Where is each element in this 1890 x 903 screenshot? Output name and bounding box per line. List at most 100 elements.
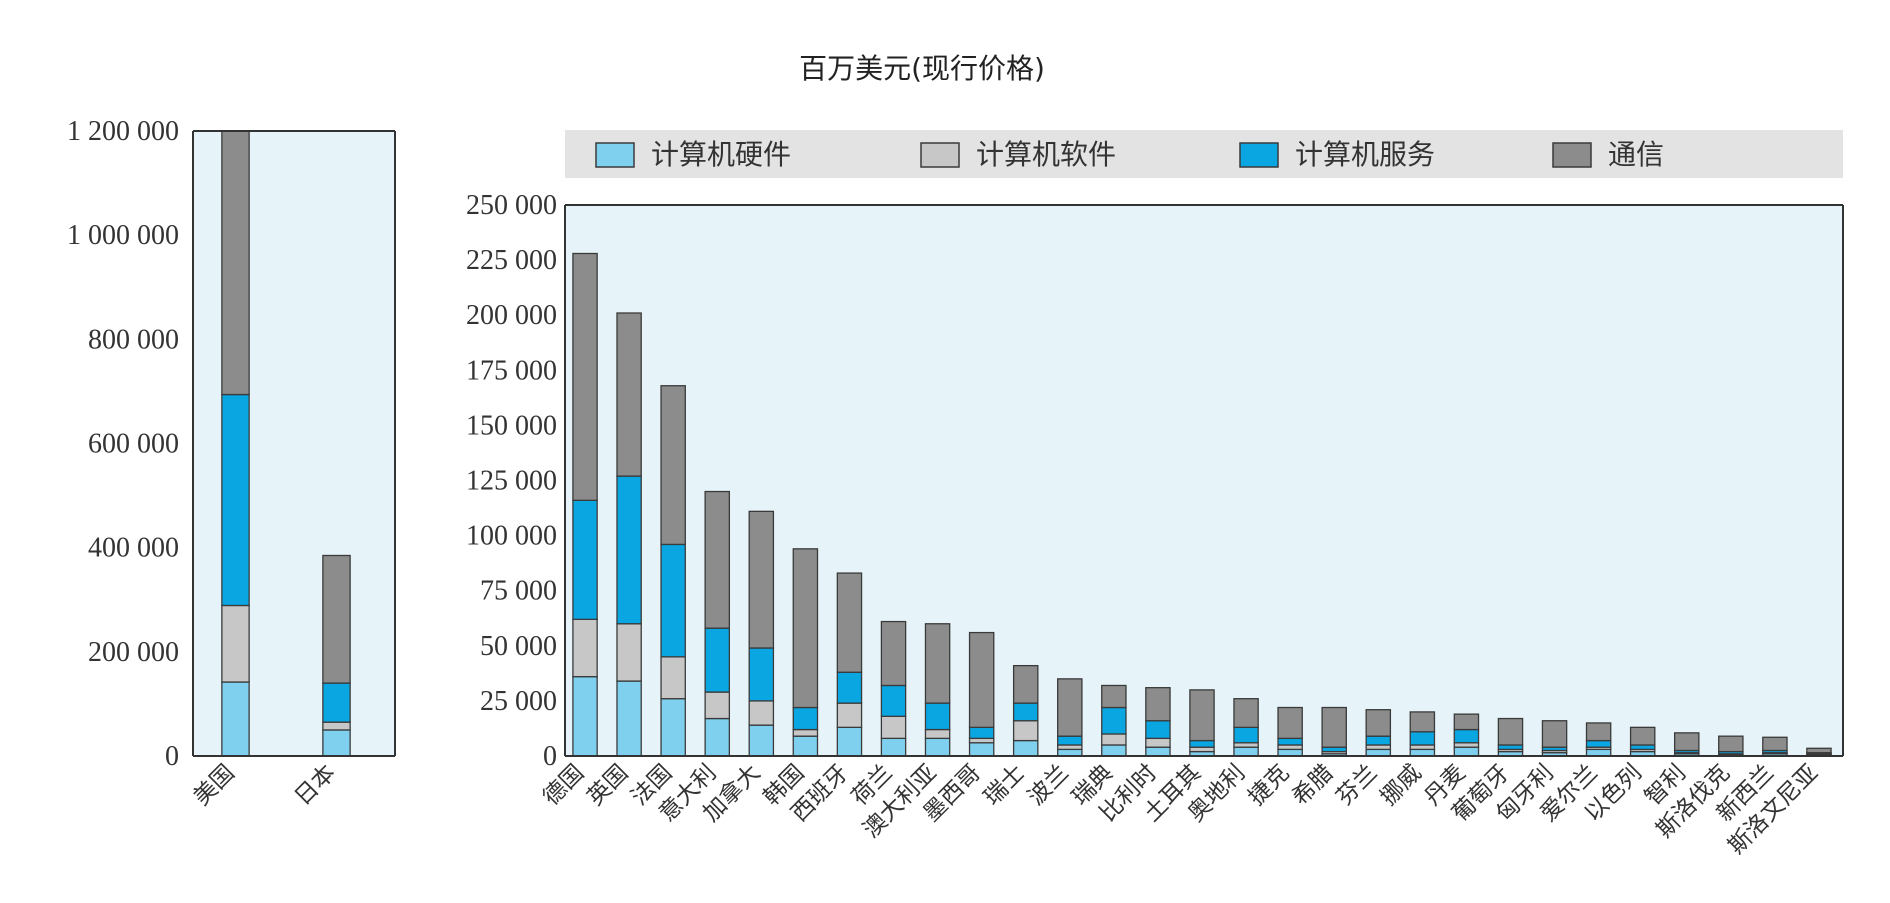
bar-segment: [1453, 746, 1480, 757]
legend-swatch: [1552, 142, 1592, 168]
bar-segment: [1057, 744, 1083, 751]
bar-segment: [1453, 742, 1480, 748]
bar-segment: [1409, 744, 1436, 751]
legend-label: 计算机软件: [976, 138, 1116, 171]
bar-segment: [792, 548, 819, 709]
bar-segment: [1453, 728, 1480, 744]
bar-segment: [748, 724, 775, 757]
bar-segment: [1145, 720, 1171, 740]
bar-segment: [1497, 717, 1524, 746]
bar-segment: [836, 671, 863, 704]
bar-segment: [1718, 735, 1744, 753]
y-tick-label: 25 000: [480, 686, 557, 717]
bar-segment: [1629, 744, 1656, 751]
y-tick-label: 225 000: [466, 245, 557, 276]
bar-segment: [1233, 698, 1259, 728]
bar-segment: [1277, 706, 1303, 740]
legend-background: [565, 130, 1843, 178]
bar-segment: [704, 717, 731, 757]
bar-segment: [704, 490, 731, 629]
bar-segment: [1365, 735, 1392, 746]
bar-segment: [616, 680, 642, 757]
legend-label: 计算机服务: [1295, 138, 1435, 171]
left-chart: 0 200 000 400 000 600 000 800 000 1 000 000 1 …: [67, 116, 396, 811]
bar-segment: [880, 620, 907, 687]
x-category-label: 英国: [582, 760, 633, 811]
bar-segment: [924, 728, 951, 740]
y-tick-label: 1 200 000: [67, 116, 179, 147]
legend-swatch: [595, 142, 635, 168]
bar-segment: [1365, 709, 1392, 737]
chart-unit-title: 百万美元(现行价格): [799, 52, 1045, 85]
y-tick-label: 75 000: [480, 576, 557, 607]
bar-segment: [660, 385, 686, 546]
x-category-label: 美国: [189, 760, 240, 811]
chart-legend: 计算机硬件 计算机软件 计算机服务 通信: [565, 130, 1843, 178]
bar-segment: [1101, 733, 1127, 746]
bar-segment: [748, 510, 775, 649]
plot-area: [565, 205, 1843, 756]
bar-segment: [748, 647, 775, 702]
bar-segment: [1145, 737, 1171, 748]
legend-swatch: [1239, 142, 1279, 168]
y-tick-label: 400 000: [88, 533, 179, 564]
x-category-label: 瑞士: [979, 760, 1030, 811]
bar-segment: [1365, 744, 1392, 751]
bar-segment: [572, 499, 598, 621]
bar-segment: [1541, 720, 1568, 748]
bar-segment: [322, 554, 351, 684]
bar-segment: [1012, 720, 1039, 742]
bar-segment: [1101, 684, 1127, 709]
bar-segment: [880, 737, 907, 757]
bar-segment: [1145, 687, 1171, 722]
bar-segment: [792, 735, 819, 757]
bar-segment: [660, 543, 686, 658]
legend-swatch: [920, 142, 960, 168]
bar-segment: [1189, 689, 1215, 742]
y-tick-label: 1 000 000: [67, 220, 179, 251]
bar-segment: [322, 729, 351, 757]
bar-segment: [924, 737, 951, 757]
bar-segment: [1409, 731, 1436, 746]
y-tick-label: 250 000: [466, 190, 557, 221]
bar-segment: [1409, 711, 1436, 733]
x-category-label: 芬兰: [1332, 760, 1383, 811]
bar-segment: [660, 698, 686, 757]
x-category-label: 希腊: [1288, 760, 1339, 811]
bar-segment: [1277, 744, 1303, 751]
x-category-label: 挪威: [1376, 760, 1427, 811]
bar-segment: [1453, 713, 1480, 731]
bar-segment: [1497, 744, 1524, 751]
bar-segment: [968, 742, 995, 757]
y-tick-label: 200 000: [466, 300, 557, 331]
bar-segment: [572, 252, 598, 501]
bar-segment: [1321, 746, 1347, 753]
bar-segment: [1233, 726, 1259, 744]
bar-segment: [1233, 742, 1259, 748]
bar-segment: [880, 684, 907, 717]
bar-segment: [221, 130, 250, 396]
y-tick-label: 0: [165, 741, 179, 772]
bar-segment: [1629, 726, 1656, 746]
y-tick-label: 600 000: [88, 429, 179, 460]
bar-segment: [792, 728, 819, 737]
bar-segment: [1145, 746, 1171, 757]
y-tick-label: 0: [543, 741, 557, 772]
x-category-label: 波兰: [1023, 760, 1074, 811]
bar-segment: [1101, 706, 1127, 735]
bar-segment: [1057, 678, 1083, 737]
bar-segment: [1762, 736, 1788, 752]
bar-segment: [704, 691, 731, 720]
bar-segment: [660, 656, 686, 700]
bar-segment: [1321, 706, 1347, 748]
bar-segment: [616, 623, 642, 682]
bar-segment: [1012, 739, 1039, 757]
bar-segment: [1101, 744, 1127, 757]
bar-segment: [792, 706, 819, 731]
x-category-label: 捷克: [1243, 760, 1294, 811]
bar-segment: [880, 715, 907, 740]
y-tick-label: 50 000: [480, 631, 557, 662]
y-tick-label: 100 000: [466, 521, 557, 552]
bar-segment: [1585, 722, 1612, 742]
